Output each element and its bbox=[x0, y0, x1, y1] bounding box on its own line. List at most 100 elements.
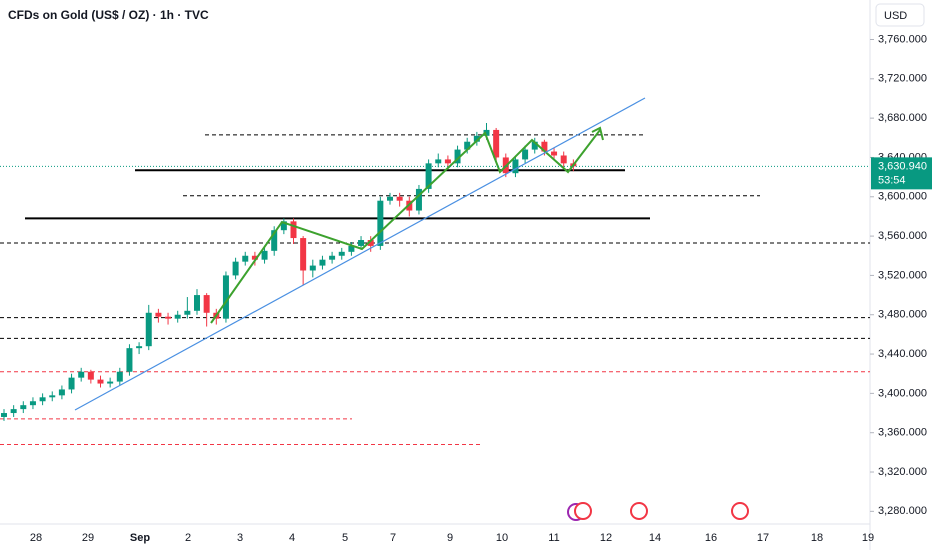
y-tick-label: 3,280.000 bbox=[878, 505, 927, 517]
x-tick-label: 4 bbox=[289, 532, 295, 544]
currency-button[interactable] bbox=[875, 3, 925, 27]
y-tick-label: 3,720.000 bbox=[878, 73, 927, 85]
candle-body bbox=[107, 381, 114, 384]
candle-body bbox=[473, 135, 480, 142]
x-tick-label: 11 bbox=[548, 532, 559, 544]
candle-body bbox=[145, 312, 152, 347]
candle-body bbox=[425, 163, 432, 189]
candle-body bbox=[300, 238, 307, 271]
x-tick-label: 3 bbox=[237, 532, 243, 544]
y-tick-label: 3,360.000 bbox=[878, 427, 927, 439]
y-tick-label: 3,680.000 bbox=[878, 112, 927, 124]
candle-body bbox=[271, 230, 278, 251]
candle-body bbox=[251, 255, 258, 260]
candle-body bbox=[39, 397, 46, 402]
x-tick-label: 16 bbox=[705, 532, 717, 544]
candle-body bbox=[309, 265, 316, 271]
x-tick-label: 10 bbox=[496, 532, 508, 544]
candle-body bbox=[232, 261, 239, 276]
candle-body bbox=[493, 129, 500, 158]
candle-body bbox=[319, 259, 326, 266]
candle-body bbox=[551, 151, 558, 156]
drawing-arrowhead bbox=[591, 126, 604, 141]
candle-body bbox=[116, 371, 123, 382]
x-tick-label: 5 bbox=[342, 532, 348, 544]
last-price-label: 3,630.940 bbox=[878, 160, 927, 172]
chart-title: CFDs on Gold (US$ / OZ) · 1h · TVC bbox=[8, 8, 209, 22]
candle-body bbox=[541, 141, 548, 152]
candle-body bbox=[415, 188, 422, 211]
candle-body bbox=[358, 240, 365, 246]
candle-body bbox=[10, 409, 17, 414]
candle-body bbox=[49, 395, 56, 398]
candle-body bbox=[338, 251, 345, 256]
countdown: 53:54 bbox=[878, 174, 906, 186]
candle-body bbox=[512, 159, 519, 174]
candle-body bbox=[531, 141, 538, 150]
candle-body bbox=[560, 155, 567, 164]
candle-body bbox=[483, 129, 490, 136]
candle-body bbox=[203, 295, 210, 313]
candle-body bbox=[29, 401, 36, 406]
candle-body bbox=[377, 200, 384, 246]
y-tick-label: 3,760.000 bbox=[878, 33, 927, 45]
candle-body bbox=[68, 377, 75, 390]
candle-body bbox=[1, 413, 7, 417]
candle-body bbox=[367, 240, 374, 246]
x-tick-label: 18 bbox=[811, 532, 823, 544]
trend-line bbox=[74, 97, 646, 411]
candle-body bbox=[194, 295, 200, 311]
currency[interactable]: USD bbox=[884, 10, 907, 22]
candle-body bbox=[126, 348, 133, 372]
y-tick-label: 3,480.000 bbox=[878, 309, 927, 321]
candle-body bbox=[222, 275, 229, 319]
x-tick-label: 19 bbox=[862, 532, 874, 544]
candle-body bbox=[136, 346, 143, 349]
event-icon[interactable] bbox=[574, 502, 592, 520]
y-tick-label: 3,400.000 bbox=[878, 387, 927, 399]
candle-body bbox=[348, 245, 355, 252]
candle-body bbox=[290, 221, 297, 239]
x-tick-label: Sep bbox=[130, 532, 150, 544]
candle-body bbox=[329, 255, 336, 260]
plot-area bbox=[0, 123, 870, 445]
x-tick-label: 2 bbox=[185, 532, 191, 544]
x-tick-label: 17 bbox=[757, 532, 769, 544]
candle-body bbox=[97, 379, 104, 384]
candle-body bbox=[464, 141, 471, 150]
candle-body bbox=[444, 159, 451, 164]
candle-body bbox=[20, 405, 27, 410]
x-tick-label: 14 bbox=[649, 532, 661, 544]
last-price-box bbox=[871, 157, 932, 190]
x-tick-label: 12 bbox=[600, 532, 612, 544]
candle-body bbox=[184, 310, 191, 315]
x-tick-label: 28 bbox=[30, 532, 42, 544]
candle-body bbox=[435, 159, 442, 164]
candle-body bbox=[87, 371, 94, 380]
candle-body bbox=[522, 149, 529, 160]
candle-body bbox=[387, 196, 393, 201]
x-tick-label: 29 bbox=[82, 532, 94, 544]
x-tick-label: 7 bbox=[390, 532, 396, 544]
event-icon[interactable] bbox=[731, 502, 749, 520]
candle-body bbox=[78, 371, 85, 378]
x-tick-label: 9 bbox=[447, 532, 453, 544]
y-tick-label: 3,560.000 bbox=[878, 230, 927, 242]
candle-body bbox=[454, 149, 461, 164]
candle-body bbox=[242, 255, 249, 262]
event-icons bbox=[567, 502, 749, 521]
y-tick-label: 3,600.000 bbox=[878, 191, 927, 203]
y-tick-label: 3,520.000 bbox=[878, 269, 927, 281]
y-tick-label: 3,320.000 bbox=[878, 466, 927, 478]
event-icon[interactable] bbox=[630, 502, 648, 520]
y-tick-label: 3,440.000 bbox=[878, 348, 927, 360]
candle-body bbox=[396, 196, 403, 201]
candle-body bbox=[280, 221, 287, 231]
candle-body bbox=[58, 389, 65, 396]
candle-body bbox=[261, 250, 268, 260]
candle-body bbox=[165, 316, 172, 319]
candle-body bbox=[174, 314, 181, 319]
candle-body bbox=[155, 312, 162, 317]
